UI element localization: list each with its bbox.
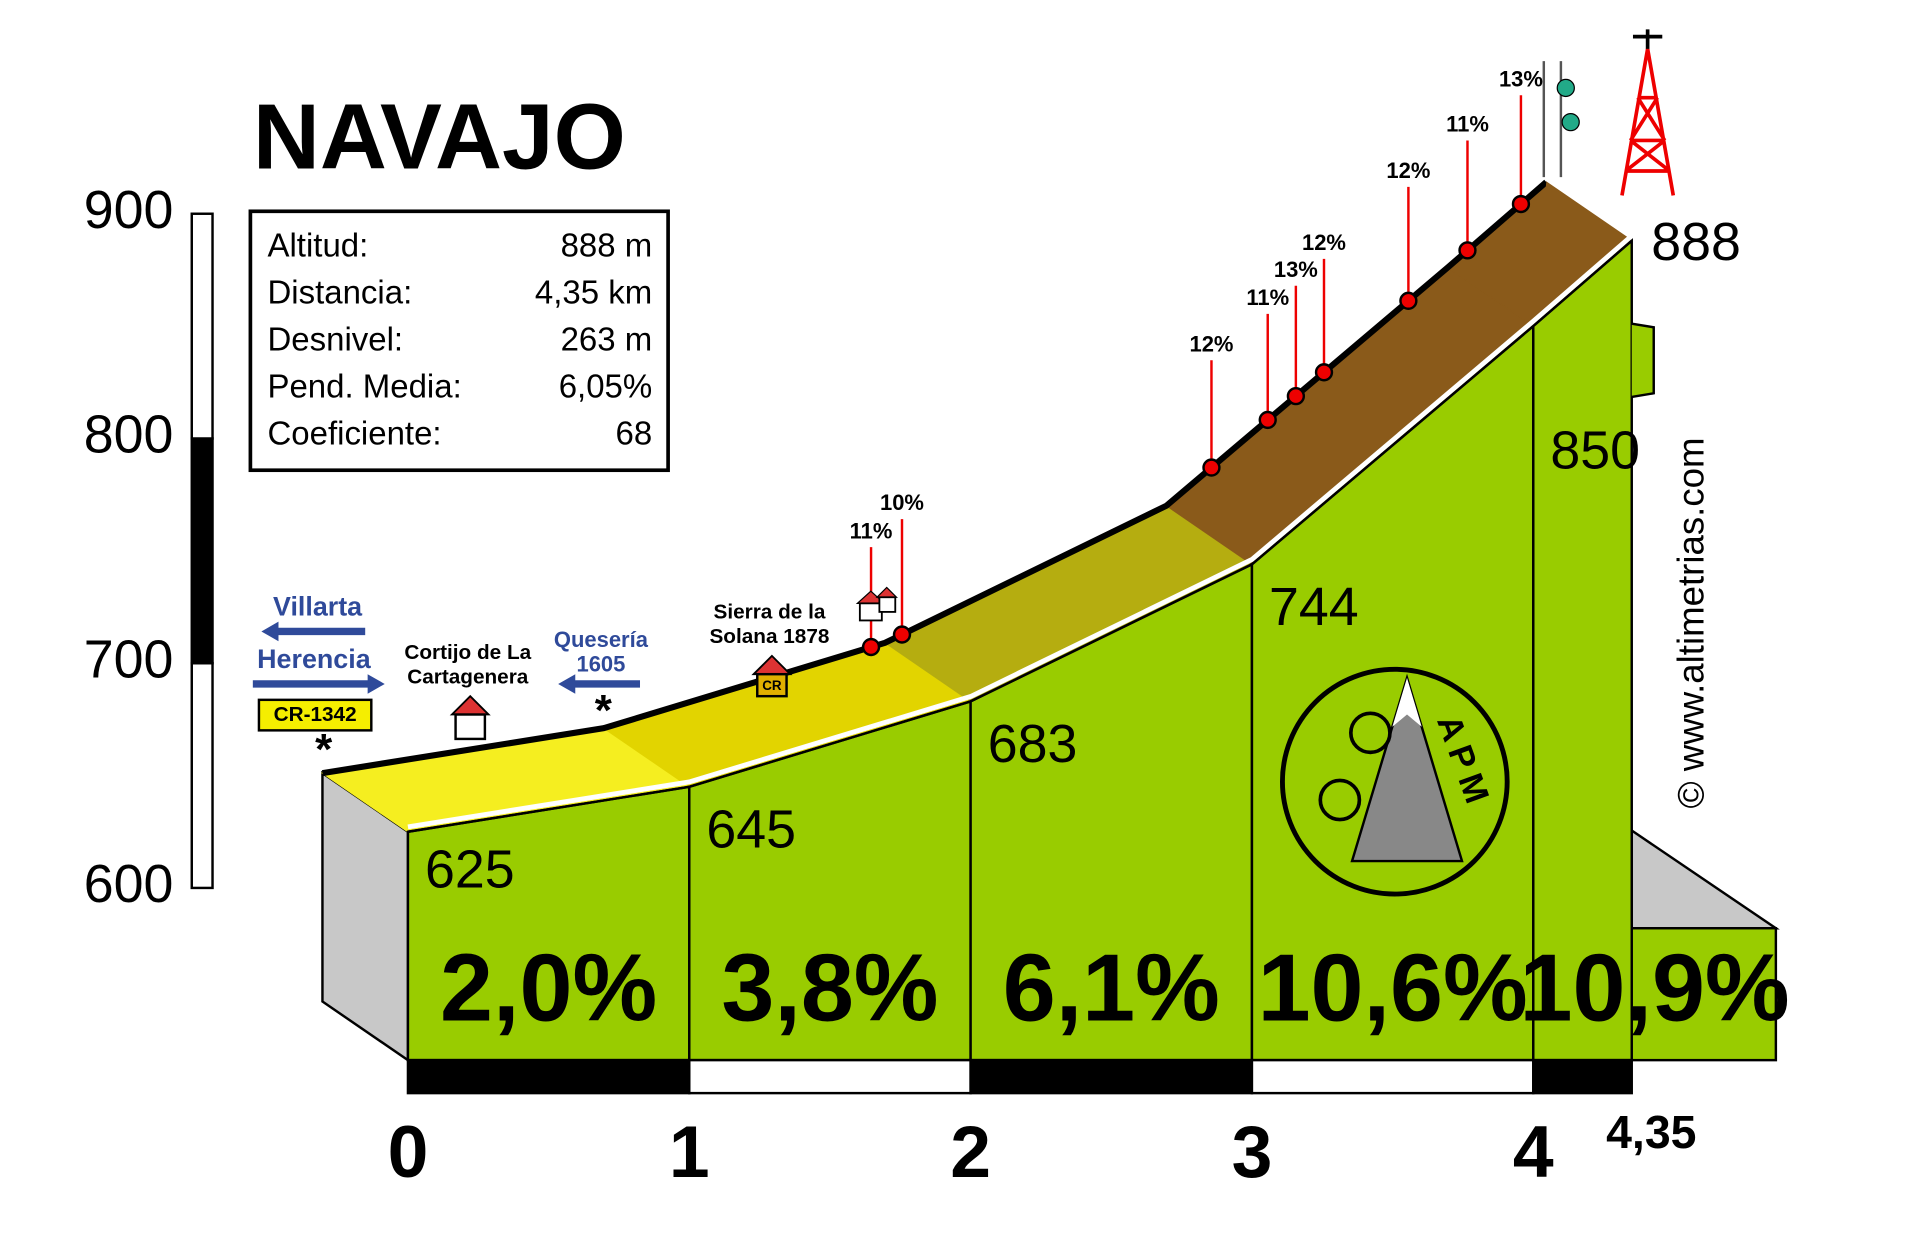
scale-bar [190,212,214,440]
info-value: 888 m [561,227,653,264]
steep-point [1286,386,1306,406]
info-value: 6,05% [559,368,652,405]
place-label: Quesería [554,627,649,652]
arrow-left [261,621,366,642]
y-tick-label: 700 [84,629,174,689]
place-label: 1605 [576,651,625,676]
distance-bar [1250,1058,1535,1095]
x-tick-label: 2 [950,1111,991,1193]
steep-point [1511,194,1531,214]
gradient-label: 10,9% [1520,936,1790,1042]
steep-point [1202,458,1221,477]
scale-bar [190,437,214,665]
road-code: CR-1342 [274,703,357,726]
altitude-label: 888 [1651,212,1741,272]
x-tick-label: 1 [669,1111,710,1193]
tower [1620,29,1676,196]
gradient-label: 2,0% [440,936,657,1042]
altitude-label: 744 [1269,577,1359,637]
steep-point [1258,410,1277,430]
altitude-label: 625 [425,839,515,899]
asterisk: * [595,686,613,735]
steep-label: 10% [880,490,924,515]
road-label: Herencia [257,644,372,674]
place-label: Cortijo de La [404,641,531,664]
steep-point [892,625,912,644]
info-label: Pend. Media: [267,368,461,405]
gradient-label: 3,8% [721,936,938,1042]
logo-wheel [1318,778,1362,822]
info-label: Desnivel: [267,321,403,358]
road-label: Villarta [273,591,363,621]
logo-wheel [1349,711,1392,755]
steep-label: 12% [1189,331,1233,356]
info-value: 263 m [561,321,653,358]
place-label: Sierra de la [714,601,826,624]
steep-point [861,637,881,657]
chart-title: NAVAJO [253,85,626,189]
steep-label: 12% [1302,230,1346,255]
y-tick-label: 900 [84,180,174,240]
info-value: 68 [616,415,653,452]
x-tick-label: 4,35 [1606,1106,1696,1158]
place-label: Cartagenera [407,665,529,688]
label-notch [1631,322,1655,399]
side-face [1533,182,1632,327]
x-tick-label: 0 [388,1111,429,1193]
steep-label: 13% [1274,257,1318,282]
arrow-left [558,674,641,694]
distance-bar [969,1058,1254,1095]
info-label: Altitud: [267,227,368,264]
road-code-box [257,698,373,732]
side-face [1630,828,1780,930]
info-value: 4,35 km [535,274,652,311]
info-box [248,209,670,473]
road-front-outline [407,239,1633,833]
steep-label: 13% [1499,66,1543,91]
distance-bar [688,1058,972,1095]
house [454,713,487,741]
house [756,672,788,698]
road-front-edge [407,233,1634,830]
info-label: Distancia: [267,274,412,311]
house-sign: CR [762,678,782,693]
distance-bar [1532,1058,1633,1095]
altitude-label: 683 [988,714,1078,774]
asterisk: * [315,725,333,774]
y-tick-label: 600 [84,854,174,914]
gradient-label: 10,6% [1258,936,1528,1042]
arrow-right [252,674,385,694]
altitude-label: 645 [706,799,796,859]
steep-label: 11% [1246,285,1289,310]
logo-mountain [1350,673,1464,863]
steep-point [1458,241,1477,260]
y-tick-label: 800 [84,405,174,465]
x-tick-label: 3 [1232,1111,1273,1193]
house-roof [449,694,491,716]
logo-snow [1392,677,1422,727]
scale-bar [190,661,214,890]
antenna [1542,61,1580,178]
steep-point [1314,363,1334,382]
credit: © www.altimetrias.com [1671,437,1712,808]
distance-bar [406,1058,691,1095]
info-label: Coeficiente: [267,415,441,452]
house-roof [751,654,793,676]
place-label: Solana 1878 [709,625,829,648]
altitude-label: 850 [1550,421,1640,481]
house [878,596,897,613]
x-tick-label: 4 [1513,1111,1554,1193]
steep-point [1399,291,1418,310]
marks: Altitud: 888 m Distancia: 4,35 km Desnivel: 2… [84,66,1790,1193]
steep-label: 11% [1446,112,1489,137]
steep-label: 11% [850,518,893,543]
gradient-label: 6,1% [1003,936,1220,1042]
steep-label: 12% [1386,158,1430,183]
